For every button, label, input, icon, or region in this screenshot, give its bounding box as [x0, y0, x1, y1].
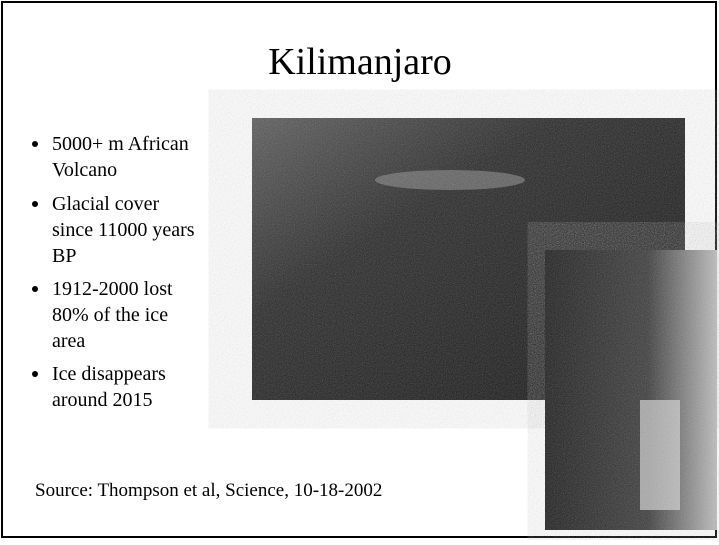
slide-title: Kilimanjaro — [268, 41, 452, 83]
bullet-text: around 2015 — [52, 389, 153, 411]
bullet-text: Volcano — [52, 159, 117, 181]
bullet-text: 5000+ m African — [52, 133, 189, 155]
bullet-dot — [32, 141, 38, 147]
bullet-dot — [32, 286, 38, 292]
bullet-text: 80% of the ice — [52, 304, 168, 326]
bullet-list: 5000+ m African Volcano Glacial cover since… — [32, 133, 195, 411]
bullet-text: Glacial cover — [52, 193, 159, 215]
bullet-text: 1912-2000 lost — [52, 278, 173, 300]
bullet-text: BP — [52, 245, 76, 267]
bullet-text: since 11000 years — [52, 219, 195, 241]
bullet-dot — [32, 201, 38, 207]
source-text: Source: Thompson et al, Science, 10-18-2… — [35, 480, 382, 501]
photo-ice-core — [545, 250, 717, 530]
bullet-dot — [32, 371, 38, 377]
bullet-text: area — [52, 330, 85, 352]
bullet-text: Ice disappears — [52, 363, 166, 385]
